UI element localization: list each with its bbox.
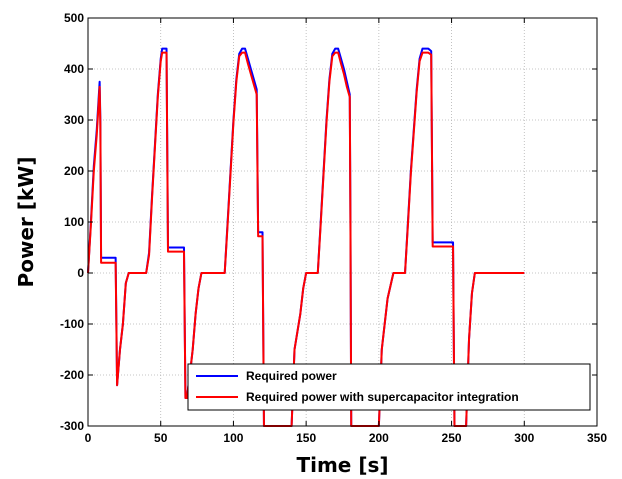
y-tick-label: 400 bbox=[64, 62, 84, 76]
legend-box bbox=[187, 363, 591, 411]
x-tick-label: 100 bbox=[223, 431, 243, 445]
y-axis-title: Power [kW] bbox=[14, 157, 38, 288]
x-tick-label: 0 bbox=[85, 431, 92, 445]
y-tick-label: -100 bbox=[60, 317, 84, 331]
y-tick-label: 200 bbox=[64, 164, 84, 178]
y-tick-label: 100 bbox=[64, 215, 84, 229]
x-tick-label: 300 bbox=[514, 431, 534, 445]
ticks: 0 50 100 150 200 250 300 350 -300 -200 -100 0 100 200… bbox=[60, 11, 607, 445]
x-axis-title: Time [s] bbox=[296, 453, 388, 477]
y-tick-label: -300 bbox=[60, 419, 84, 433]
x-tick-label: 50 bbox=[154, 431, 168, 445]
y-tick-label: 300 bbox=[64, 113, 84, 127]
x-tick-label: 200 bbox=[369, 431, 389, 445]
x-tick-label: 250 bbox=[442, 431, 462, 445]
legend-label-supercapacitor: Required power with supercapacitor integ… bbox=[246, 390, 519, 404]
y-tick-label: 500 bbox=[64, 11, 84, 25]
legend-label-required-power: Required power bbox=[246, 369, 337, 383]
y-tick-label: 0 bbox=[77, 266, 84, 280]
x-tick-label: 350 bbox=[587, 431, 607, 445]
y-tick-label: -200 bbox=[60, 368, 84, 382]
x-tick-label: 150 bbox=[296, 431, 316, 445]
legend: Required power Required power with super… bbox=[187, 363, 591, 411]
